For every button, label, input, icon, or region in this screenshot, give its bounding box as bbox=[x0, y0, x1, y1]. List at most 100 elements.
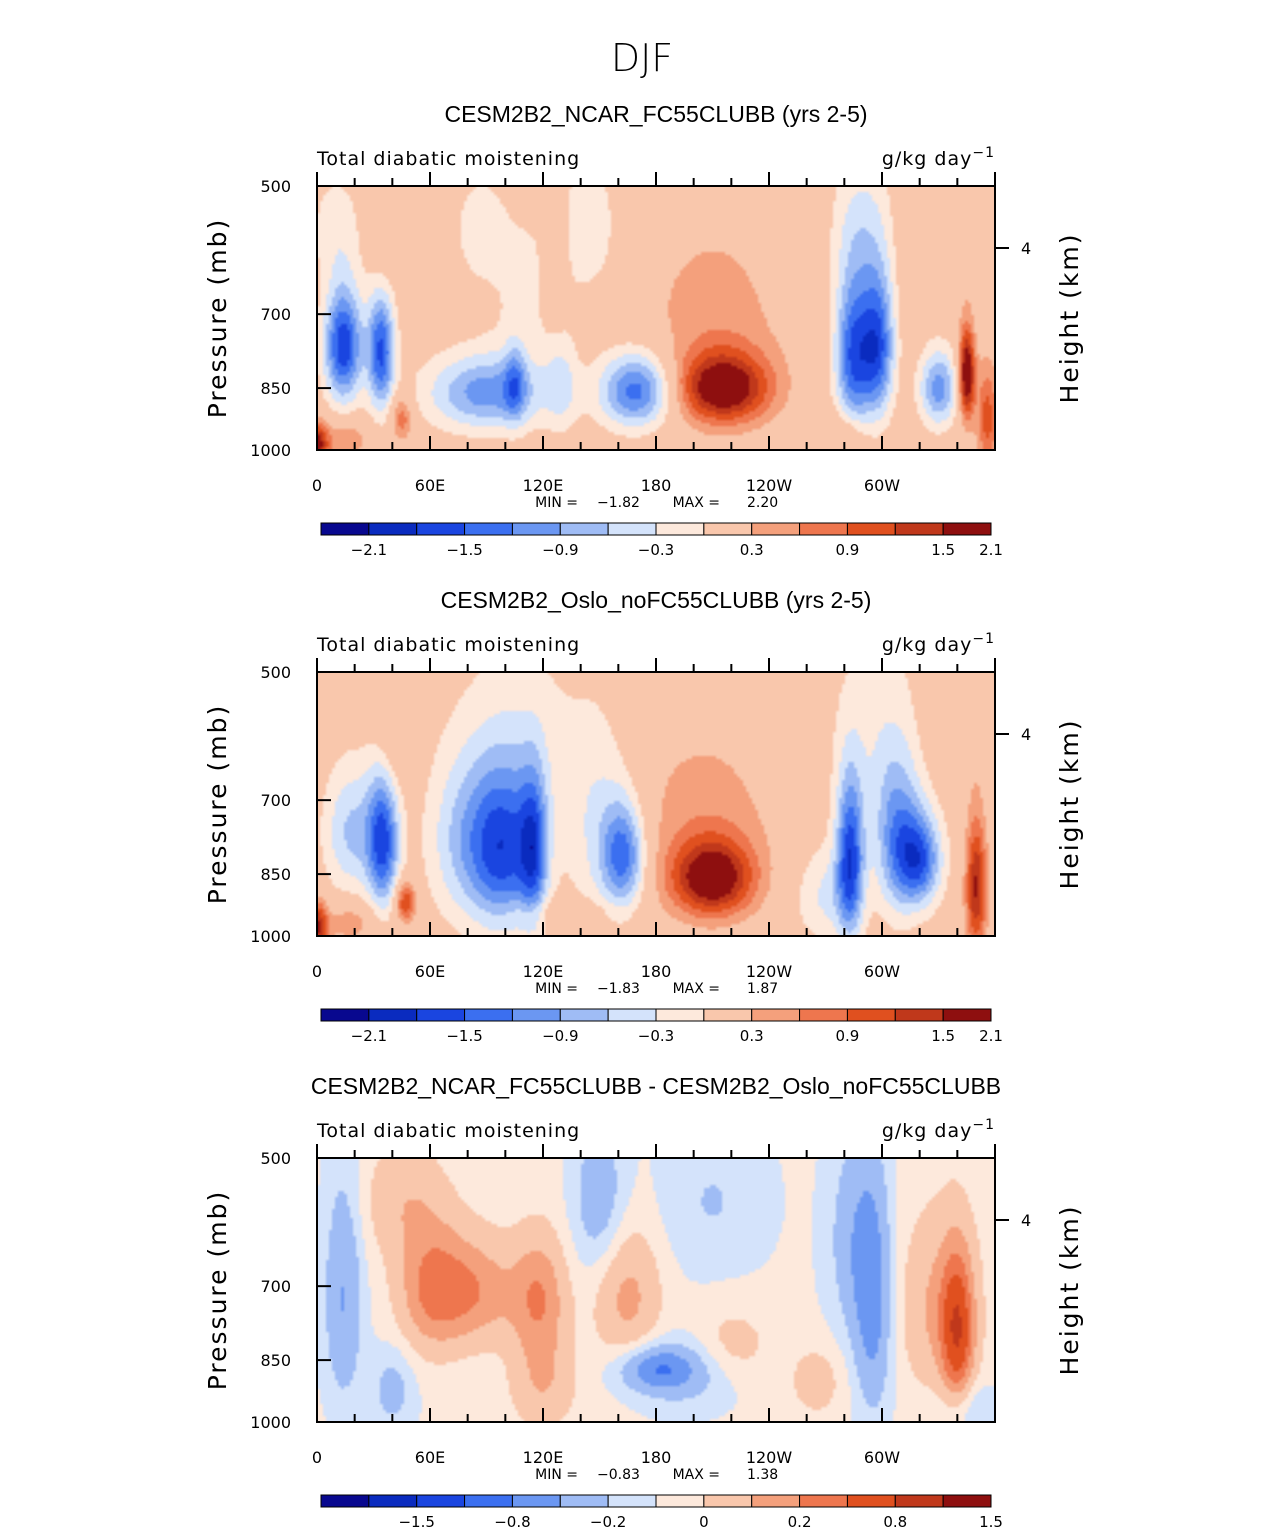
colorbar-label: 1.5 bbox=[979, 1513, 1003, 1531]
x-tick-label: 60E bbox=[415, 1448, 445, 1467]
colorbar-swatch bbox=[799, 1008, 848, 1022]
colorbar-label: 0.9 bbox=[835, 541, 859, 559]
min-label: MIN = bbox=[535, 981, 578, 997]
y-tick-label: 700 bbox=[260, 305, 291, 324]
colorbar-swatch bbox=[416, 1008, 466, 1022]
colorbar-swatch bbox=[320, 1008, 370, 1022]
colorbar-label: −0.8 bbox=[494, 1513, 530, 1531]
colorbar-label: −0.2 bbox=[590, 1513, 626, 1531]
x-tick-label: 120W bbox=[746, 1448, 793, 1467]
colorbar-label: −1.5 bbox=[398, 1513, 434, 1531]
colorbar-swatch bbox=[942, 522, 992, 536]
y-tick-label: 500 bbox=[260, 1149, 291, 1168]
colorbar-swatch bbox=[751, 1494, 801, 1508]
colorbar-label: −0.3 bbox=[638, 541, 674, 559]
colorbar-label: −2.1 bbox=[351, 1027, 387, 1045]
colorbar-swatch bbox=[894, 522, 944, 536]
right-axis-title: Height (km) bbox=[1055, 233, 1084, 404]
x-tick-label: 60E bbox=[415, 476, 445, 495]
colorbar-swatch bbox=[894, 1494, 944, 1508]
colorbar-label: −1.5 bbox=[446, 541, 482, 559]
colorbar-label: 2.1 bbox=[979, 541, 1003, 559]
colorbar-swatch bbox=[511, 1008, 561, 1022]
right-y-tick-label: 4 bbox=[1021, 1211, 1031, 1230]
variable-label: Total diabatic moistening bbox=[316, 1120, 580, 1142]
colorbar-swatch bbox=[703, 1008, 753, 1022]
colorbar-label: 1.5 bbox=[931, 1027, 955, 1045]
y-tick-label: 1000 bbox=[250, 1413, 291, 1432]
colorbar-swatch bbox=[655, 1494, 705, 1508]
colorbar-swatch bbox=[511, 522, 561, 536]
right-y-tick-label: 4 bbox=[1021, 725, 1031, 744]
x-tick-label: 120E bbox=[523, 476, 564, 495]
x-tick-label: 60W bbox=[864, 1448, 900, 1467]
y-axis-title: Pressure (mb) bbox=[203, 218, 232, 418]
x-tick-label: 0 bbox=[312, 476, 322, 495]
right-y-tick-label: 4 bbox=[1021, 239, 1031, 258]
x-tick-label: 120W bbox=[746, 476, 793, 495]
min-value: −1.82 bbox=[597, 495, 640, 511]
colorbar-swatch bbox=[799, 522, 848, 536]
max-label: MAX = bbox=[673, 1467, 720, 1483]
colorbar-swatch bbox=[942, 1008, 992, 1022]
contour-field bbox=[317, 186, 995, 450]
contour-field bbox=[317, 672, 995, 936]
colorbar-swatch bbox=[655, 1008, 705, 1022]
colorbar-swatch bbox=[751, 1008, 801, 1022]
x-tick-label: 180 bbox=[641, 1448, 672, 1467]
contour-field bbox=[317, 1158, 995, 1422]
colorbar-swatch bbox=[464, 1494, 513, 1508]
x-tick-label: 120E bbox=[523, 962, 564, 981]
colorbar-swatch bbox=[416, 1494, 466, 1508]
x-tick-label: 120E bbox=[523, 1448, 564, 1467]
colorbar-swatch bbox=[703, 522, 753, 536]
colorbar-label: −0.9 bbox=[542, 541, 578, 559]
colorbar-swatch bbox=[320, 522, 370, 536]
colorbar-swatch bbox=[464, 1008, 513, 1022]
y-tick-label: 500 bbox=[260, 177, 291, 196]
colorbar-swatch bbox=[894, 1008, 944, 1022]
max-value: 2.20 bbox=[747, 495, 778, 511]
x-tick-label: 180 bbox=[641, 962, 672, 981]
min-value: −1.83 bbox=[597, 981, 640, 997]
y-axis-title: Pressure (mb) bbox=[203, 1190, 232, 1390]
colorbar-label: 0.8 bbox=[883, 1513, 907, 1531]
y-tick-label: 850 bbox=[260, 1351, 291, 1370]
panel-title: CESM2B2_NCAR_FC55CLUBB (yrs 2-5) bbox=[444, 101, 867, 127]
panel-1: CESM2B2_NCAR_FC55CLUBB (yrs 2-5) Total di… bbox=[203, 101, 1084, 559]
colorbar-swatch bbox=[368, 1008, 418, 1022]
x-tick-label: 0 bbox=[312, 1448, 322, 1467]
y-tick-label: 1000 bbox=[250, 441, 291, 460]
colorbar-swatch bbox=[559, 522, 609, 536]
min-label: MIN = bbox=[535, 1467, 578, 1483]
colorbar-swatch bbox=[942, 1494, 992, 1508]
colorbar-swatch bbox=[559, 1494, 609, 1508]
x-tick-label: 0 bbox=[312, 962, 322, 981]
figure-title: DJF bbox=[611, 36, 673, 80]
max-value: 1.38 bbox=[747, 1467, 778, 1483]
colorbar-swatch bbox=[511, 1494, 561, 1508]
panel-3: CESM2B2_NCAR_FC55CLUBB - CESM2B2_Oslo_no… bbox=[203, 1073, 1084, 1531]
colorbar-label: 0.9 bbox=[835, 1027, 859, 1045]
y-axis-title: Pressure (mb) bbox=[203, 704, 232, 904]
variable-label: Total diabatic moistening bbox=[316, 634, 580, 656]
units-label: g/kg day−1 bbox=[882, 631, 995, 656]
panel-title: CESM2B2_NCAR_FC55CLUBB - CESM2B2_Oslo_no… bbox=[311, 1073, 1001, 1099]
colorbar-label: −0.3 bbox=[638, 1027, 674, 1045]
panel-title: CESM2B2_Oslo_noFC55CLUBB (yrs 2-5) bbox=[441, 587, 872, 613]
x-tick-label: 60E bbox=[415, 962, 445, 981]
colorbar-label: 2.1 bbox=[979, 1027, 1003, 1045]
max-label: MAX = bbox=[673, 981, 720, 997]
x-tick-label: 60W bbox=[864, 962, 900, 981]
y-tick-label: 700 bbox=[260, 1277, 291, 1296]
colorbar-swatch bbox=[368, 522, 418, 536]
y-tick-label: 850 bbox=[260, 379, 291, 398]
panel-2: CESM2B2_Oslo_noFC55CLUBB (yrs 2-5) Total … bbox=[203, 587, 1084, 1045]
colorbar-swatch bbox=[846, 1494, 896, 1508]
colorbar-swatch bbox=[846, 522, 896, 536]
min-value: −0.83 bbox=[597, 1467, 640, 1483]
units-label: g/kg day−1 bbox=[882, 145, 995, 170]
colorbar-label: 0 bbox=[699, 1513, 709, 1531]
colorbar-label: −0.9 bbox=[542, 1027, 578, 1045]
colorbar-swatch bbox=[799, 1494, 848, 1508]
